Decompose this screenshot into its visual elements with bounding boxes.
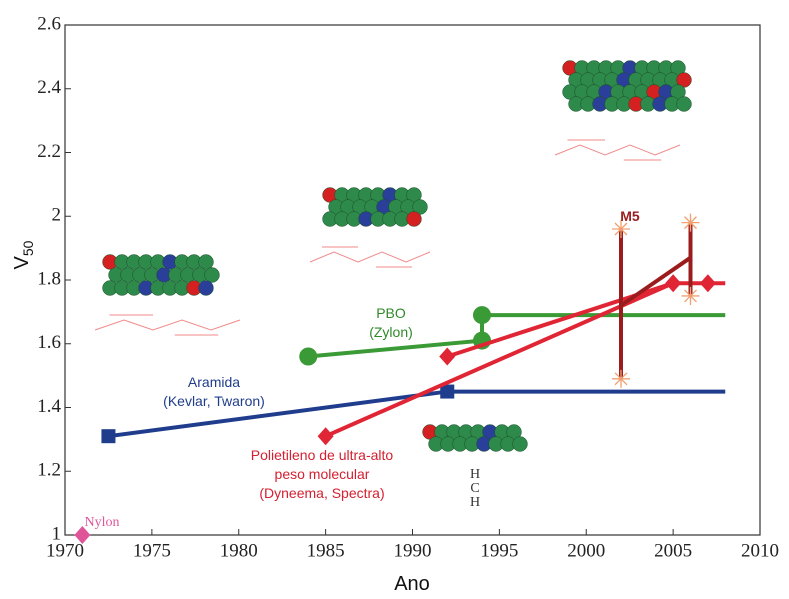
y-tick-label: 1.4 [37,396,61,417]
x-tick-label: 1990 [394,540,432,561]
y-tick-label: 1.8 [37,268,61,289]
annotation: (Kevlar, Twaron) [163,393,265,409]
atom [205,268,220,283]
annotation: PBO [376,305,406,321]
x-axis-label: Ano [394,573,430,595]
atom [199,255,214,270]
x-tick-label: 2005 [654,540,692,561]
y-tick-label: 2 [52,205,62,226]
y-axis-label: V50 [11,240,36,269]
annotation: Nylon [85,515,120,530]
annotation: (Dyneema, Spectra) [259,485,384,501]
annotation: M5 [620,208,640,224]
x-tick-label: 1995 [480,540,518,561]
y-tick-label: 2.6 [37,13,61,34]
atom [407,212,422,227]
y-tick-label: 1.2 [37,460,61,481]
annotation: Polietileno de ultra-alto [251,447,394,463]
annotation: H [470,495,480,510]
y-tick-label: 2.4 [37,77,61,98]
x-tick-label: 1980 [220,540,258,561]
y-tick-label: 1.6 [37,332,61,353]
atom [513,437,528,452]
y-tick-label: 1 [52,523,62,544]
annotation: (Zylon) [369,324,413,340]
x-tick-label: 2000 [567,540,605,561]
x-tick-label: 2010 [741,540,779,561]
annotation: Aramida [188,374,240,390]
x-tick-label: 1985 [307,540,345,561]
y-tick-label: 2.2 [37,141,61,162]
marker [101,429,115,443]
atom [677,97,692,112]
marker [473,306,491,324]
atom [199,281,214,296]
marker [299,348,317,366]
annotation: H [470,467,480,482]
x-tick-label: 1975 [133,540,171,561]
chart: Ano V50 19701975198019851990199520002005… [0,0,789,599]
annotation: peso molecular [275,466,370,482]
annotation: C [470,481,479,496]
